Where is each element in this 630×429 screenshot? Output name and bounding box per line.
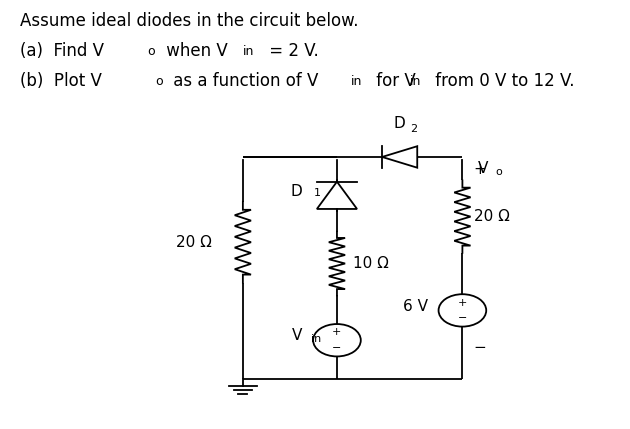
Text: −: − <box>458 313 467 323</box>
Text: V: V <box>292 329 302 344</box>
Text: +: + <box>458 298 467 308</box>
Text: = 2 V.: = 2 V. <box>263 42 318 60</box>
Text: from 0 V to 12 V.: from 0 V to 12 V. <box>430 72 575 90</box>
Text: in: in <box>351 75 362 88</box>
Text: o: o <box>147 45 155 58</box>
Text: o: o <box>495 167 501 177</box>
Text: 20 Ω: 20 Ω <box>176 235 212 250</box>
Text: D: D <box>290 184 302 199</box>
Text: o: o <box>155 75 163 88</box>
Text: in: in <box>410 75 421 88</box>
Text: in: in <box>243 45 255 58</box>
Text: as a function of V: as a function of V <box>168 72 318 90</box>
Text: when V: when V <box>161 42 228 60</box>
Text: −: − <box>332 343 341 353</box>
Text: 10 Ω: 10 Ω <box>353 256 389 271</box>
Text: Assume ideal diodes in the circuit below.: Assume ideal diodes in the circuit below… <box>20 12 358 30</box>
Text: 2: 2 <box>410 124 417 133</box>
Text: in: in <box>311 334 321 344</box>
Text: 20 Ω: 20 Ω <box>474 209 510 224</box>
Text: 6 V: 6 V <box>403 299 428 314</box>
Text: −: − <box>474 340 486 355</box>
Text: V: V <box>478 161 488 176</box>
Text: (b)  Plot V: (b) Plot V <box>20 72 102 90</box>
Text: +: + <box>332 327 341 338</box>
Text: (a)  Find V: (a) Find V <box>20 42 104 60</box>
Text: +: + <box>474 162 486 177</box>
Text: D: D <box>394 116 406 131</box>
Text: for V: for V <box>372 72 416 90</box>
Text: 1: 1 <box>314 188 321 198</box>
